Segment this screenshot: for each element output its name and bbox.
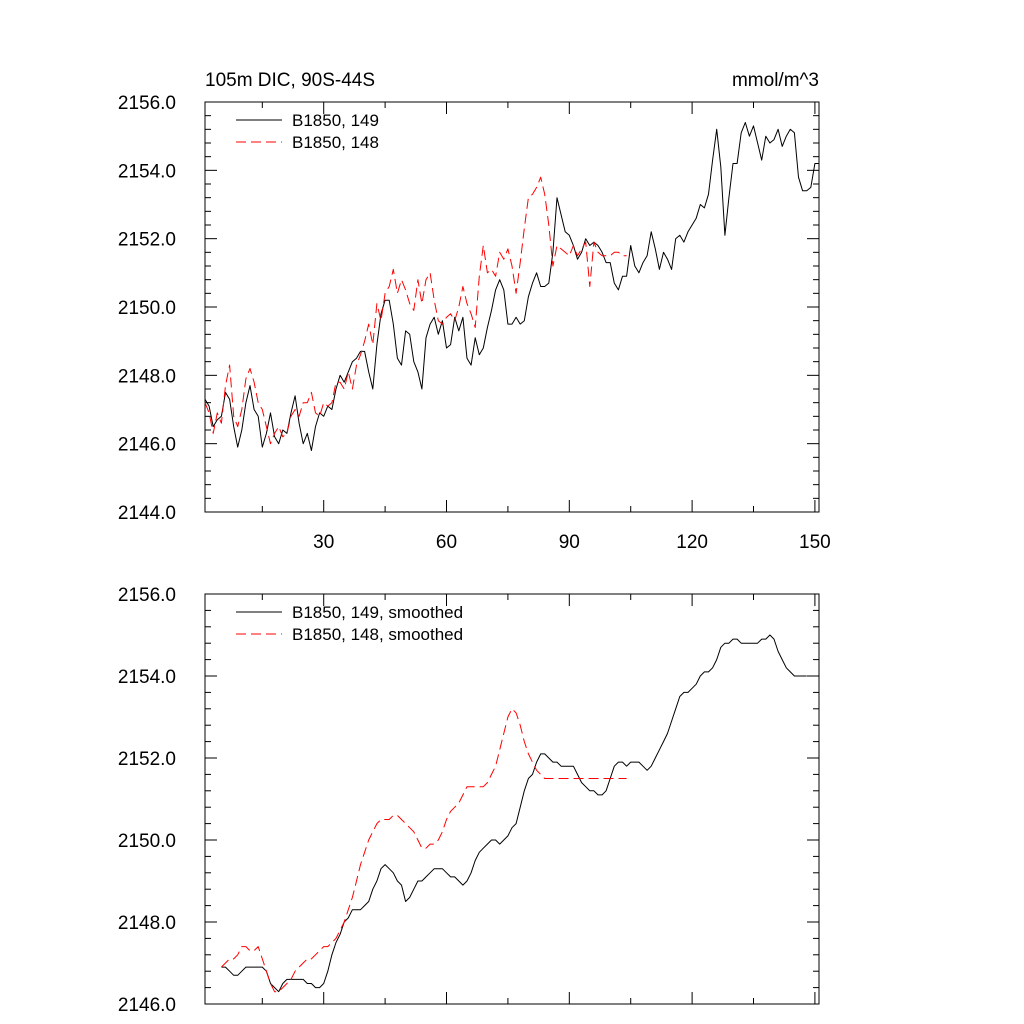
axis-ticks-top: 30 60 90 120 150 2144.0 2146.0 2148.0 2150.0 2152… [118,93,831,553]
y-tick-label-2150: 2150.0 [118,298,176,319]
x-tick-label-30: 30 [313,532,334,553]
plot-area-top [204,101,820,513]
units-label: mmol/m^3 [732,70,819,91]
series-group-bottom [221,634,807,993]
legend-label-149-smoothed: B1850, 149, smoothed [292,603,463,622]
y-tick-label-2156: 2156.0 [118,93,176,114]
x-tick-label-150: 150 [799,532,831,553]
legend-top: B1850, 149 B1850, 148 [236,111,379,152]
y-tick-label-2150: 2150.0 [118,831,176,852]
y-tick-label-2154: 2154.0 [118,161,176,182]
y-tick-label-2148: 2148.0 [118,913,176,934]
chart-title: 105m DIC, 90S-44S [205,70,375,91]
legend-label-149: B1850, 149 [292,111,379,130]
y-tick-label-2146: 2146.0 [118,995,176,1016]
axis-ticks-bottom: 2146.0 2148.0 2150.0 2152.0 2154.0 2156.0 [118,585,819,1016]
y-tick-label-2146: 2146.0 [118,435,176,456]
legend-label-148: B1850, 148 [292,133,379,152]
y-tick-label-2152: 2152.0 [118,230,176,251]
series-line-b1850-148-smoothed [221,708,627,993]
legend-label-148-smoothed: B1850, 148, smoothed [292,625,463,644]
y-tick-label-2144: 2144.0 [118,503,176,524]
series-line-b1850-149-smoothed [221,634,807,993]
y-tick-label-2152: 2152.0 [118,749,176,770]
series-line-b1850-148 [204,176,627,445]
series-group-top [204,122,819,451]
plot-area-bottom [204,593,820,1005]
y-tick-label-2156: 2156.0 [118,585,176,606]
legend-bottom: B1850, 149, smoothed B1850, 148, smoothe… [236,603,463,644]
x-tick-label-60: 60 [436,532,457,553]
y-tick-label-2148: 2148.0 [118,366,176,387]
panel-top: 105m DIC, 90S-44S mmol/m^3 B1850, 149 B1… [118,70,831,553]
panel-bottom: B1850, 149, smoothed B1850, 148, smoothe… [118,585,820,1016]
x-tick-label-120: 120 [676,532,708,553]
series-line-b1850-149 [204,122,819,451]
y-tick-label-2154: 2154.0 [118,667,176,688]
x-tick-label-90: 90 [559,532,580,553]
